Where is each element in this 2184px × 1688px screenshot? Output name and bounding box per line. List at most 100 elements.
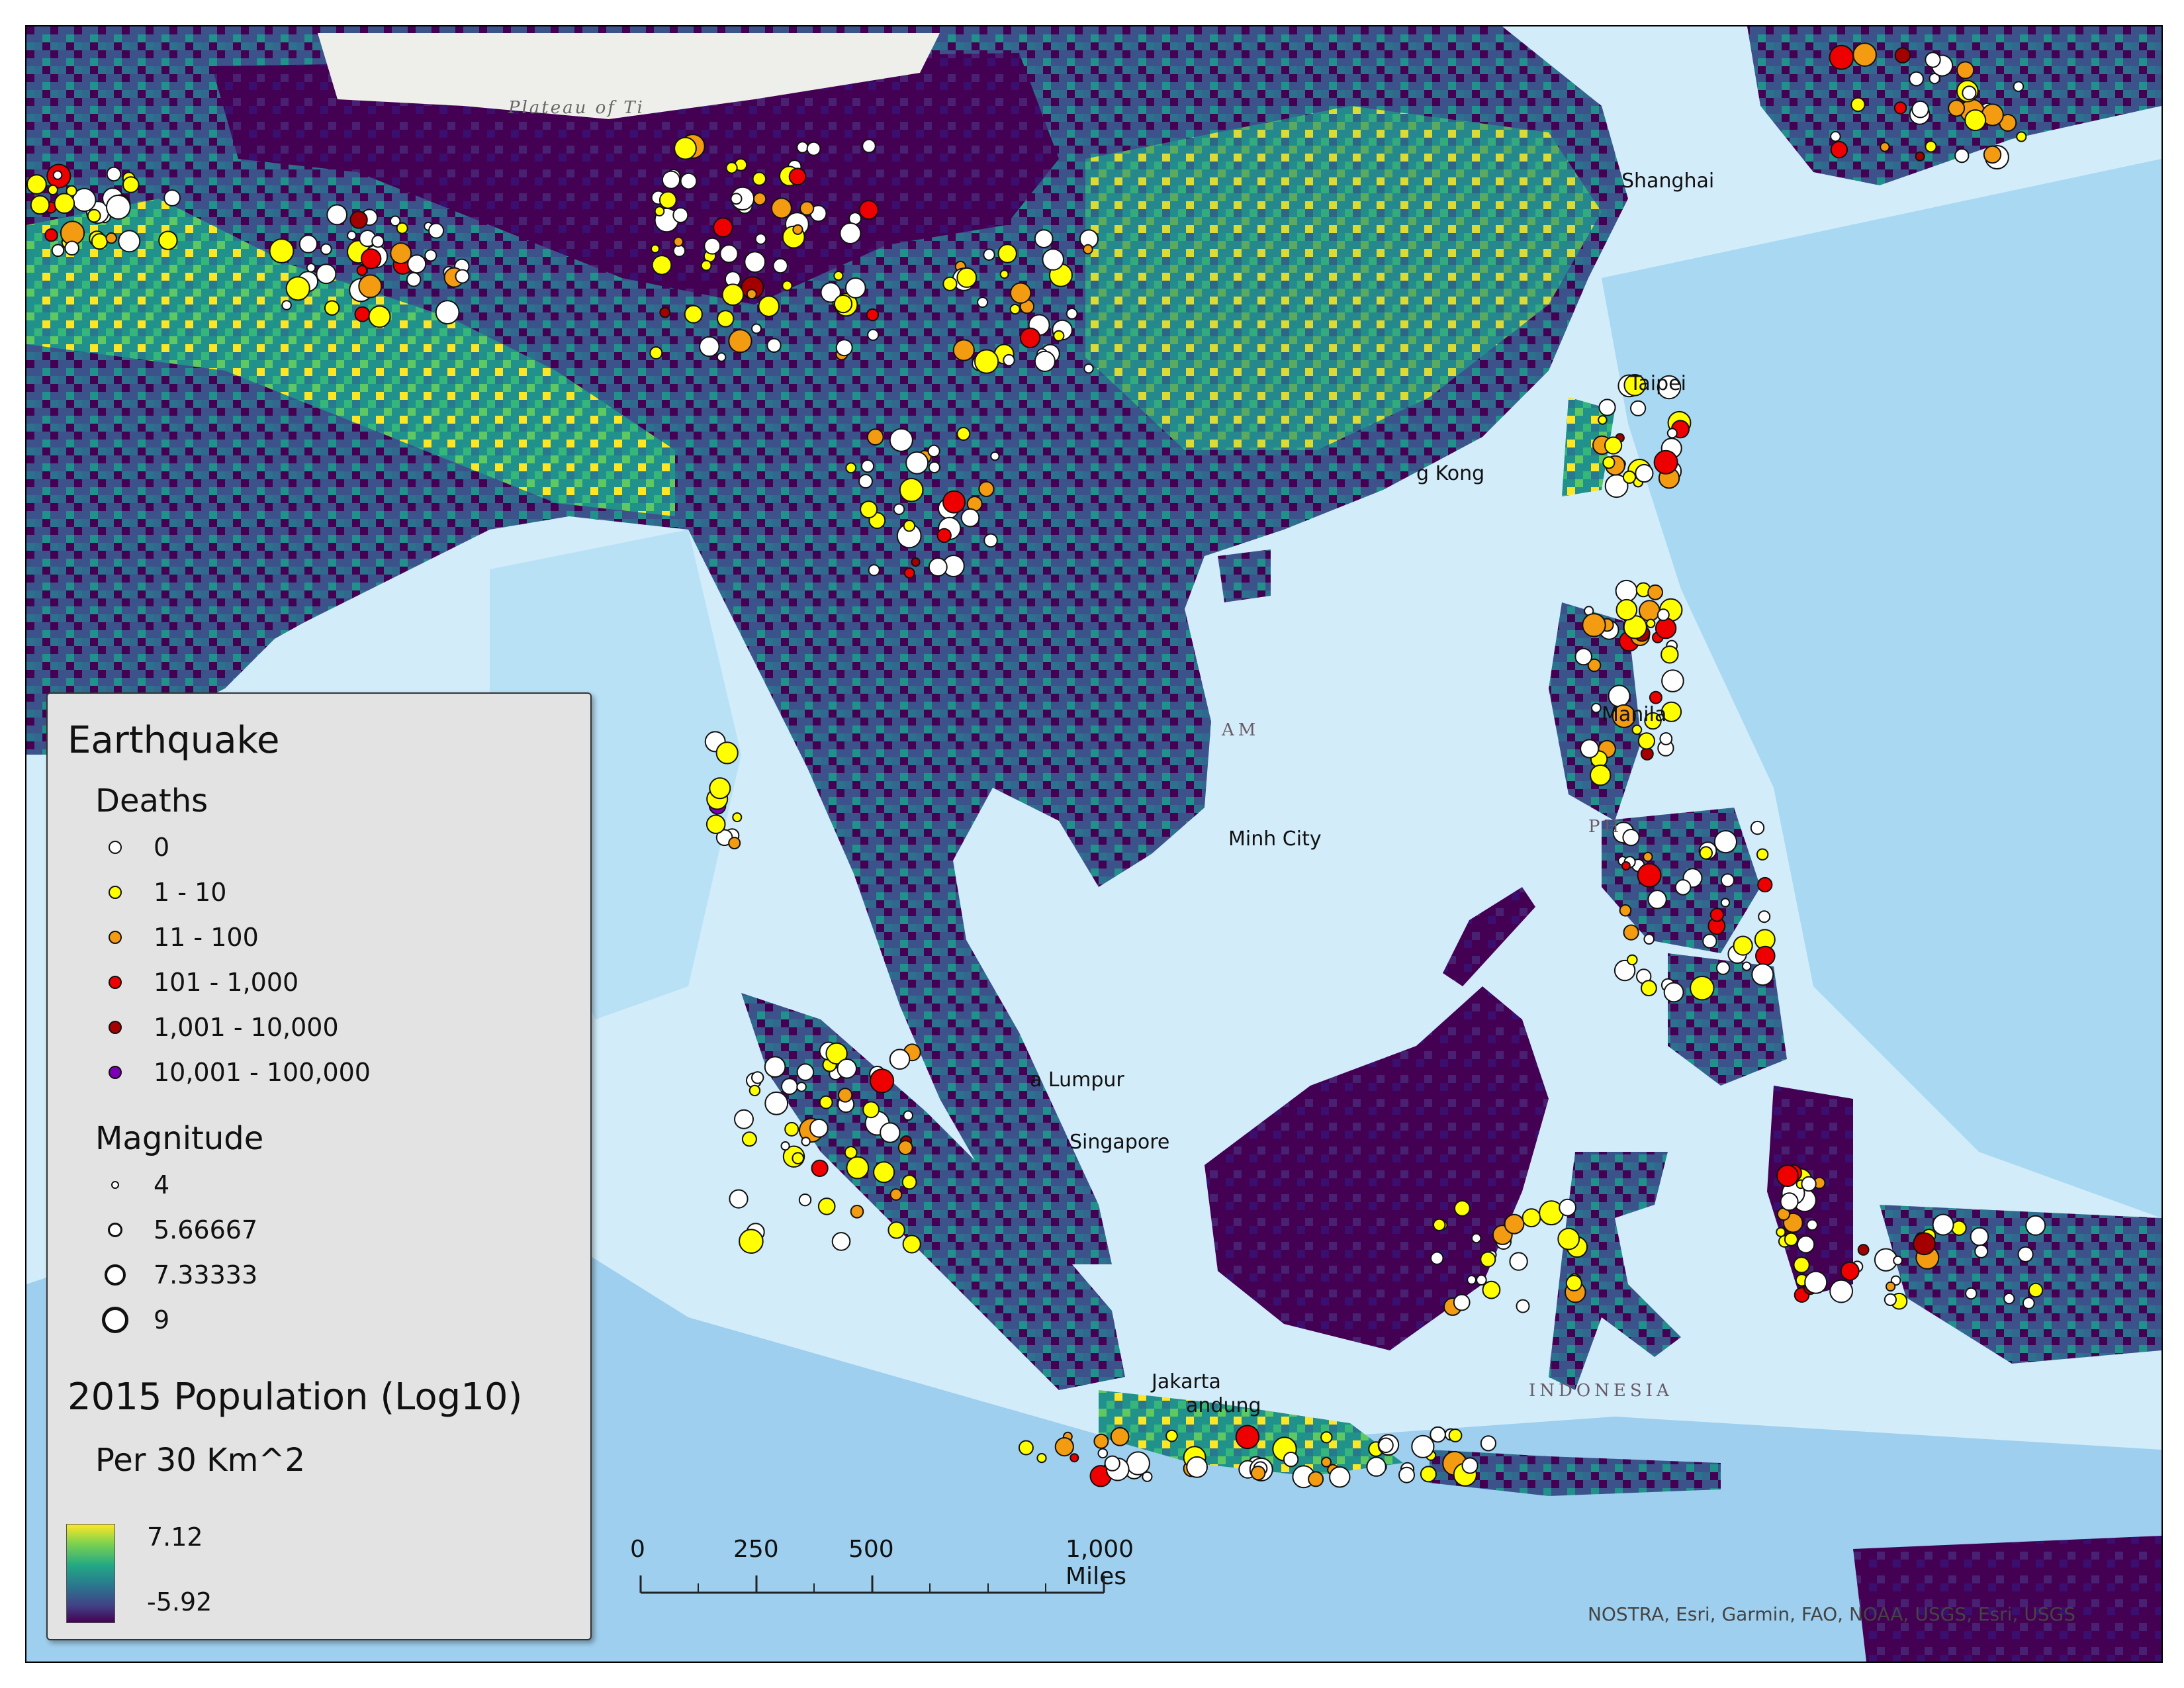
- earthquake-point[interactable]: [672, 207, 689, 223]
- earthquake-point[interactable]: [1034, 350, 1056, 372]
- earthquake-point[interactable]: [801, 1137, 811, 1147]
- earthquake-point[interactable]: [651, 255, 672, 275]
- earthquake-point[interactable]: [1911, 100, 1929, 118]
- earthquake-point[interactable]: [1741, 961, 1752, 971]
- earthquake-point[interactable]: [798, 1194, 812, 1207]
- earthquake-point[interactable]: [2022, 1297, 2035, 1309]
- earthquake-point[interactable]: [1010, 282, 1032, 304]
- earthquake-point[interactable]: [1637, 863, 1662, 888]
- earthquake-point[interactable]: [2003, 1292, 2015, 1305]
- earthquake-point[interactable]: [389, 215, 401, 227]
- earthquake-point[interactable]: [862, 138, 876, 154]
- earthquake-point[interactable]: [1893, 1255, 1903, 1266]
- earthquake-point[interactable]: [91, 233, 109, 250]
- earthquake-point[interactable]: [825, 1042, 848, 1065]
- earthquake-point[interactable]: [796, 1082, 807, 1092]
- earthquake-point[interactable]: [1604, 436, 1623, 455]
- earthquake-point[interactable]: [1829, 1279, 1854, 1303]
- earthquake-point[interactable]: [1690, 976, 1715, 1001]
- earthquake-point[interactable]: [942, 276, 958, 291]
- earthquake-point[interactable]: [1250, 1466, 1266, 1481]
- earthquake-point[interactable]: [64, 240, 79, 256]
- earthquake-point[interactable]: [54, 193, 75, 214]
- earthquake-point[interactable]: [844, 277, 866, 299]
- earthquake-point[interactable]: [654, 206, 665, 216]
- earthquake-point[interactable]: [751, 1071, 764, 1084]
- earthquake-point[interactable]: [719, 244, 739, 263]
- earthquake-point[interactable]: [1480, 1251, 1496, 1268]
- earthquake-point[interactable]: [354, 306, 371, 322]
- earthquake-point[interactable]: [1715, 961, 1731, 975]
- earthquake-point[interactable]: [1430, 1426, 1446, 1443]
- earthquake-point[interactable]: [734, 1109, 754, 1129]
- earthquake-point[interactable]: [1509, 1252, 1528, 1271]
- earthquake-point[interactable]: [927, 444, 940, 458]
- earthquake-point[interactable]: [1784, 1232, 1798, 1246]
- earthquake-point[interactable]: [1453, 1293, 1471, 1311]
- earthquake-point[interactable]: [158, 230, 178, 250]
- earthquake-point[interactable]: [349, 211, 368, 229]
- earthquake-point[interactable]: [749, 1084, 761, 1097]
- earthquake-point[interactable]: [901, 1174, 917, 1190]
- earthquake-point[interactable]: [1480, 1435, 1496, 1452]
- earthquake-point[interactable]: [1097, 1448, 1109, 1459]
- earthquake-point[interactable]: [105, 232, 117, 244]
- earthquake-point[interactable]: [1640, 747, 1654, 761]
- earthquake-point[interactable]: [809, 1118, 829, 1138]
- earthquake-point[interactable]: [661, 170, 681, 189]
- earthquake-point[interactable]: [899, 477, 924, 502]
- earthquake-point[interactable]: [942, 490, 966, 514]
- earthquake-point[interactable]: [792, 224, 803, 235]
- earthquake-point[interactable]: [741, 1131, 757, 1147]
- earthquake-point[interactable]: [47, 184, 59, 195]
- earthquake-point[interactable]: [1857, 1244, 1870, 1256]
- earthquake-point[interactable]: [407, 254, 427, 274]
- earthquake-point[interactable]: [1559, 1198, 1577, 1217]
- earthquake-point[interactable]: [764, 1056, 786, 1078]
- earthquake-point[interactable]: [752, 171, 767, 186]
- earthquake-point[interactable]: [817, 1197, 836, 1215]
- earthquake-point[interactable]: [1657, 608, 1670, 622]
- earthquake-point[interactable]: [1643, 933, 1655, 945]
- earthquake-point[interactable]: [811, 1159, 829, 1178]
- earthquake-point[interactable]: [1780, 1192, 1799, 1211]
- earthquake-point[interactable]: [122, 176, 140, 193]
- earthquake-point[interactable]: [269, 238, 295, 263]
- earthquake-point[interactable]: [1644, 712, 1662, 730]
- earthquake-point[interactable]: [1627, 954, 1638, 966]
- earthquake-point[interactable]: [1522, 1208, 1541, 1228]
- earthquake-point[interactable]: [2017, 1246, 2034, 1263]
- earthquake-point[interactable]: [1110, 1427, 1130, 1446]
- earthquake-point[interactable]: [833, 271, 844, 281]
- earthquake-point[interactable]: [788, 167, 807, 186]
- earthquake-point[interactable]: [764, 1091, 789, 1115]
- earthquake-point[interactable]: [1054, 1437, 1074, 1457]
- earthquake-point[interactable]: [858, 200, 879, 220]
- earthquake-point[interactable]: [1591, 702, 1602, 714]
- earthquake-point[interactable]: [1755, 945, 1776, 966]
- earthquake-point[interactable]: [1646, 618, 1656, 628]
- earthquake-point[interactable]: [956, 267, 978, 288]
- earthquake-point[interactable]: [725, 162, 738, 174]
- earthquake-point[interactable]: [1621, 861, 1631, 870]
- earthquake-point[interactable]: [1430, 1251, 1444, 1265]
- earthquake-point[interactable]: [1801, 1176, 1817, 1192]
- earthquake-point[interactable]: [1840, 1261, 1860, 1281]
- earthquake-point[interactable]: [1471, 1233, 1482, 1244]
- earthquake-point[interactable]: [2016, 131, 2027, 142]
- earthquake-point[interactable]: [709, 777, 731, 800]
- earthquake-point[interactable]: [1974, 1244, 1989, 1258]
- earthquake-point[interactable]: [873, 1161, 895, 1184]
- earthquake-point[interactable]: [700, 259, 712, 271]
- earthquake-point[interactable]: [858, 474, 873, 489]
- earthquake-point[interactable]: [1643, 851, 1653, 863]
- earthquake-point[interactable]: [1083, 363, 1094, 374]
- earthquake-point[interactable]: [903, 1110, 913, 1121]
- earthquake-point[interactable]: [1461, 1457, 1479, 1474]
- earthquake-point[interactable]: [960, 508, 980, 528]
- earthquake-point[interactable]: [1653, 449, 1678, 475]
- earthquake-point[interactable]: [977, 297, 989, 308]
- earthquake-point[interactable]: [368, 305, 391, 328]
- earthquake-point[interactable]: [1631, 724, 1643, 735]
- earthquake-point[interactable]: [1615, 579, 1638, 602]
